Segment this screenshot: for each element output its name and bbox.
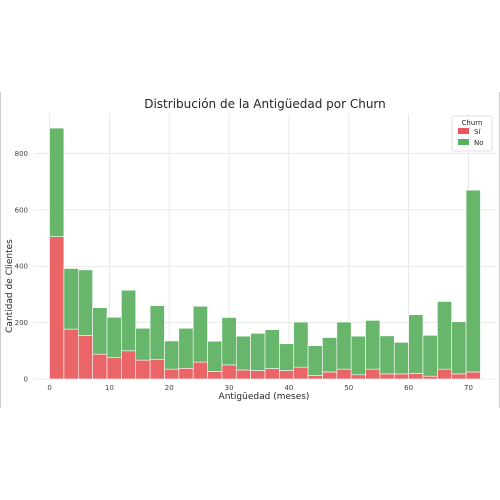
bar-si xyxy=(192,361,208,380)
bar-si xyxy=(379,373,395,380)
bar-no xyxy=(279,343,295,371)
bar-no xyxy=(235,335,251,371)
bar-si xyxy=(92,353,108,380)
x-tick-label: 60 xyxy=(404,384,413,392)
bar-si xyxy=(135,359,151,380)
bar-no xyxy=(77,269,93,336)
x-tick-label: 40 xyxy=(284,384,293,392)
bar-no xyxy=(350,335,366,376)
y-tick-label: 200 xyxy=(15,319,28,327)
bar-si xyxy=(350,374,366,380)
bar-si xyxy=(422,375,438,380)
bar-si xyxy=(77,335,93,380)
bar-si xyxy=(279,370,295,380)
bar-no xyxy=(336,321,352,370)
bar-no xyxy=(264,329,280,369)
bar-no xyxy=(178,327,194,369)
bar-no xyxy=(422,335,438,377)
bar-no xyxy=(106,316,122,358)
y-tick-label: 800 xyxy=(15,150,28,158)
bar-si xyxy=(322,371,338,380)
bar-no xyxy=(207,340,223,372)
histogram-chart: Distribución de la Antigüedad por Churn … xyxy=(5,97,496,402)
bar-no xyxy=(307,345,323,376)
bar-no xyxy=(379,335,395,375)
bar-no xyxy=(408,314,424,374)
bar-no xyxy=(465,189,481,373)
bar-si xyxy=(178,367,194,380)
left-border xyxy=(0,92,1,408)
legend-title: Churn xyxy=(462,119,483,127)
bar-si xyxy=(264,368,280,380)
series-no-bars xyxy=(49,127,481,377)
bar-si xyxy=(336,368,352,380)
bar-si xyxy=(307,375,323,380)
bar-si xyxy=(235,369,251,380)
x-tick-label: 10 xyxy=(105,384,114,392)
bar-si xyxy=(437,368,453,380)
bar-si xyxy=(465,371,481,380)
bar-no xyxy=(92,307,108,355)
series-si-bars xyxy=(49,236,481,380)
x-tick-label: 30 xyxy=(225,384,234,392)
bar-si xyxy=(49,236,65,380)
legend-swatch-si xyxy=(458,128,469,134)
bar-si xyxy=(207,371,223,380)
x-axis-label: Antigüedad (meses) xyxy=(219,392,310,402)
bar-no xyxy=(121,289,137,352)
legend-label-si: Sí xyxy=(474,128,481,136)
bar-si xyxy=(106,356,122,380)
bar-no xyxy=(293,321,309,368)
x-tick-label: 70 xyxy=(464,384,473,392)
y-tick-label: 0 xyxy=(24,376,28,384)
legend: Churn Sí No xyxy=(451,115,493,152)
bar-no xyxy=(221,317,237,366)
x-tick-label: 20 xyxy=(165,384,174,392)
bar-no xyxy=(192,305,208,363)
bar-no xyxy=(149,305,165,360)
legend-swatch-no xyxy=(458,139,469,145)
bar-si xyxy=(293,366,309,380)
x-tick-label: 0 xyxy=(47,384,51,392)
bar-si xyxy=(149,358,165,380)
y-axis-ticks: 0 200 400 600 800 xyxy=(15,150,28,384)
bar-si xyxy=(164,368,180,380)
x-axis-ticks: 0 10 20 30 40 50 60 70 xyxy=(47,384,473,392)
bar-si xyxy=(63,328,79,380)
bar-no xyxy=(164,340,180,370)
y-tick-label: 600 xyxy=(15,206,28,214)
y-axis-label: Cantidad de Clientes xyxy=(5,239,15,333)
bar-no xyxy=(63,268,79,330)
bar-no xyxy=(322,337,338,373)
bar-no xyxy=(135,327,151,361)
y-tick-label: 400 xyxy=(15,263,28,271)
bar-no xyxy=(250,333,266,371)
x-tick-label: 50 xyxy=(344,384,353,392)
bar-si xyxy=(408,373,424,380)
bar-si xyxy=(121,350,137,380)
bar-no xyxy=(49,127,65,237)
legend-label-no: No xyxy=(474,139,484,147)
bar-no xyxy=(393,342,409,375)
bar-si xyxy=(221,364,237,380)
chart-title: Distribución de la Antigüedad por Churn xyxy=(144,97,386,111)
bar-no xyxy=(451,321,467,375)
bar-si xyxy=(365,368,381,380)
bar-si xyxy=(393,373,409,380)
bar-no xyxy=(365,320,381,370)
bar-no xyxy=(437,301,453,370)
bar-si xyxy=(451,373,467,380)
bar-si xyxy=(250,370,266,380)
